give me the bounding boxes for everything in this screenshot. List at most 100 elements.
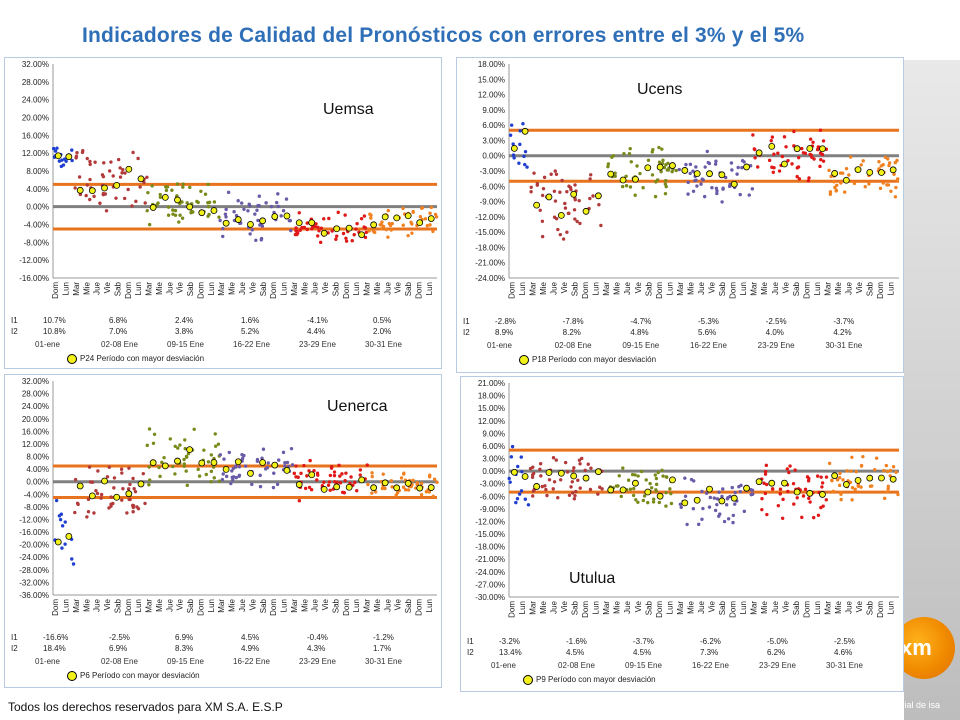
data-point <box>740 166 744 170</box>
data-point <box>644 478 648 482</box>
table-cell: -3.2% <box>499 637 520 646</box>
data-point <box>250 482 254 487</box>
data-point <box>109 160 113 164</box>
y-tick-label: -3.00% <box>480 480 505 489</box>
data-point <box>258 473 262 478</box>
chart-title: Utulua <box>569 570 615 587</box>
data-point <box>772 152 776 156</box>
data-point <box>717 514 721 518</box>
data-point <box>715 191 719 196</box>
data-point <box>209 479 213 484</box>
highlight-point <box>161 193 169 201</box>
data-point <box>182 457 186 462</box>
data-point <box>366 482 370 487</box>
highlight-point <box>333 483 341 491</box>
period-label: 16-22 Ene <box>692 661 729 670</box>
data-point <box>702 194 707 199</box>
highlight-point <box>370 221 378 229</box>
chart-title: Uenerca <box>327 398 388 415</box>
data-point <box>624 174 628 178</box>
x-tick-label: Mar <box>145 282 154 296</box>
highlight-point <box>545 193 553 201</box>
data-point <box>538 467 542 472</box>
x-tick-label: Mie <box>373 598 382 611</box>
data-point <box>691 169 695 173</box>
x-tick-label: Sab <box>404 598 413 613</box>
data-point <box>168 437 173 441</box>
data-point <box>188 185 192 190</box>
y-tick-label: 28.00% <box>22 390 49 399</box>
x-tick-label: Dom <box>581 282 590 299</box>
table-cell: -2.5% <box>834 637 855 646</box>
data-point <box>659 169 663 174</box>
data-point <box>629 160 633 164</box>
data-point <box>882 496 887 501</box>
data-point <box>337 463 341 468</box>
highlight-point <box>793 488 801 496</box>
table-cell: 8.9% <box>495 328 514 337</box>
data-point <box>230 475 234 480</box>
x-tick-label: Mar <box>290 282 299 296</box>
y-tick-label: -30.00% <box>475 593 505 602</box>
data-point <box>373 490 378 494</box>
data-point <box>531 494 535 498</box>
data-point <box>368 212 372 216</box>
data-point <box>256 203 260 208</box>
highlight-point <box>594 468 602 476</box>
data-point <box>432 477 437 481</box>
data-point <box>891 465 896 469</box>
data-point <box>511 142 515 146</box>
x-tick-label: Mar <box>363 599 372 613</box>
data-point <box>632 486 636 491</box>
data-point <box>218 218 222 223</box>
data-point <box>77 175 82 179</box>
data-point <box>563 460 568 465</box>
data-point <box>678 502 683 507</box>
x-tick-label: Mar <box>145 599 154 613</box>
data-point <box>314 222 318 226</box>
y-tick-label: -9.00% <box>480 505 505 514</box>
data-point <box>256 218 260 223</box>
data-point <box>669 491 673 496</box>
data-point <box>107 506 111 510</box>
data-point <box>786 158 790 163</box>
table-cell: -0.4% <box>307 633 328 642</box>
table-cell: 7.0% <box>109 327 128 336</box>
data-point <box>147 427 152 431</box>
x-tick-label: Dom <box>342 599 351 616</box>
highlight-point <box>247 469 254 477</box>
data-point <box>657 160 662 164</box>
highlight-point <box>283 212 291 220</box>
x-tick-label: Sab <box>571 600 580 615</box>
table-cell: -4.7% <box>630 317 652 326</box>
data-point <box>57 514 62 518</box>
data-point <box>183 446 187 451</box>
highlight-point <box>819 491 826 498</box>
x-tick-label: Mar <box>750 282 759 296</box>
highlight-point <box>393 214 401 222</box>
highlight-point <box>557 469 565 477</box>
highlight-point <box>65 532 73 540</box>
data-point <box>141 471 145 476</box>
highlight-point <box>755 149 763 157</box>
data-point <box>242 207 246 211</box>
y-tick-label: -21.00% <box>475 259 505 268</box>
data-point <box>544 487 548 492</box>
data-point <box>265 465 270 470</box>
data-point <box>638 171 642 176</box>
x-tick-label: Dom <box>802 282 811 299</box>
highlight-point <box>259 459 267 466</box>
data-point <box>803 151 808 155</box>
data-point <box>631 493 636 498</box>
data-point <box>158 195 163 200</box>
data-point <box>554 172 559 177</box>
data-point <box>819 505 823 510</box>
x-tick-label: Jue <box>623 281 632 294</box>
x-tick-label: Vie <box>855 281 864 293</box>
data-point <box>870 484 874 488</box>
highlight-point <box>247 220 254 228</box>
highlight-point <box>345 483 353 491</box>
data-point <box>112 486 116 490</box>
table-cell: 6.9% <box>175 633 194 642</box>
legend-marker <box>523 675 533 685</box>
